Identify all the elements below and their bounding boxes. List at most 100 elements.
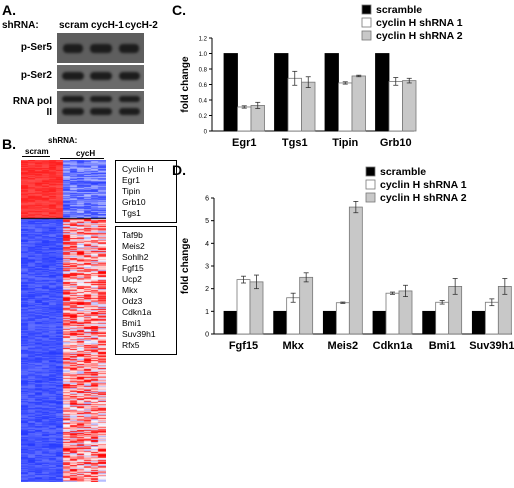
bar bbox=[398, 290, 413, 335]
y-tick-label: 0.8 bbox=[199, 68, 208, 74]
blot-band bbox=[90, 44, 112, 53]
legend-label: cyclin H shRNA 2 bbox=[380, 192, 467, 204]
y-axis-title: fold change bbox=[180, 56, 191, 113]
panel-b-shrna-label: shRNA: bbox=[48, 136, 78, 145]
x-tick-label: Cdkn1a bbox=[373, 340, 414, 352]
blot-band bbox=[63, 44, 83, 53]
blot-pser5 bbox=[57, 33, 144, 63]
y-tick-label: 0.4 bbox=[199, 99, 208, 105]
bar bbox=[274, 53, 289, 132]
blot-band bbox=[62, 108, 84, 115]
x-tick-label: Tipin bbox=[332, 137, 358, 149]
heatmap-bracket-scram bbox=[22, 156, 50, 157]
blot-band bbox=[90, 96, 112, 102]
y-tick-label: 1 bbox=[205, 309, 209, 316]
gene-name: Odz3 bbox=[122, 296, 143, 306]
blot-band bbox=[119, 72, 140, 80]
blot-band bbox=[119, 96, 140, 102]
y-tick-label: 2 bbox=[205, 286, 209, 293]
legend-swatch bbox=[365, 166, 376, 177]
blot-label-pser2: p-Ser2 bbox=[20, 70, 52, 81]
gene-name: Meis2 bbox=[122, 241, 145, 251]
blot-rnapol bbox=[57, 91, 144, 124]
y-tick-label: 0.6 bbox=[199, 83, 208, 89]
blot-band bbox=[62, 96, 84, 102]
bar bbox=[335, 302, 350, 335]
legend-swatch bbox=[361, 17, 372, 28]
y-tick-label: 0 bbox=[205, 332, 209, 339]
legend-label: cyclin H shRNA 1 bbox=[376, 17, 463, 29]
legend-label: scramble bbox=[380, 166, 426, 178]
legend-swatch bbox=[361, 30, 372, 41]
bar-chart-d: 0 1 2 3 4 5 6 fold change Fgf15 Mkx Meis2 Cdkn1a Bmi… bbox=[180, 166, 514, 352]
expression-heatmap bbox=[21, 160, 106, 482]
bar bbox=[324, 53, 339, 132]
y-axis-title: fold change bbox=[180, 238, 191, 295]
bar bbox=[223, 53, 238, 132]
legend-label: cyclin H shRNA 2 bbox=[376, 30, 463, 42]
blot-band bbox=[90, 108, 112, 115]
bar bbox=[236, 279, 251, 335]
bar bbox=[338, 82, 353, 132]
gene-name: Grb10 bbox=[122, 197, 146, 207]
gene-name: Ucp2 bbox=[122, 274, 142, 284]
legend-swatch bbox=[365, 179, 376, 190]
lane-label-cych1: cycH-1 bbox=[91, 20, 124, 31]
x-tick-label: Mkx bbox=[282, 340, 304, 352]
bar bbox=[287, 77, 302, 132]
bar bbox=[348, 206, 363, 335]
panel-c-label: C. bbox=[172, 2, 186, 18]
gene-name: Mkx bbox=[122, 285, 138, 295]
x-tick-label: Bmi1 bbox=[429, 340, 456, 352]
panel-b-label: B. bbox=[2, 136, 16, 152]
gene-name: Tgs1 bbox=[122, 208, 141, 218]
blot-band bbox=[119, 44, 139, 53]
y-tick-label: 3 bbox=[205, 264, 209, 271]
gene-name: Egr1 bbox=[122, 175, 140, 185]
x-tick-label: Grb10 bbox=[380, 137, 412, 149]
bar bbox=[375, 53, 390, 132]
bar bbox=[299, 276, 314, 335]
gene-name: Rfx5 bbox=[122, 340, 140, 350]
bar bbox=[223, 310, 238, 335]
panel-a-shrna-label: shRNA: bbox=[2, 20, 39, 31]
y-tick-label: 6 bbox=[205, 196, 209, 203]
gene-list-up: Taf9b Meis2 Sohlh2 Fgf15 Ucp2 Mkx Odz3 C… bbox=[115, 226, 177, 355]
heatmap-group-cych: cycH bbox=[76, 149, 96, 158]
bar bbox=[471, 310, 486, 335]
lane-label-cych2: cycH-2 bbox=[125, 20, 158, 31]
x-tick-label: Fgf15 bbox=[229, 340, 258, 352]
gene-list-down: Cyclin H Egr1 Tipin Grb10 Tgs1 bbox=[115, 160, 177, 223]
x-tick-label: Egr1 bbox=[232, 137, 256, 149]
bar bbox=[385, 292, 400, 335]
heatmap-bracket-cych bbox=[60, 158, 104, 159]
y-tick-label: 1.2 bbox=[199, 37, 208, 43]
gene-name: Sohlh2 bbox=[122, 252, 149, 262]
bar bbox=[249, 281, 264, 335]
bar-chart-c: 0 0.2 0.4 0.6 0.8 1.0 1.2 fold change Egr1 Tgs1 Ti… bbox=[180, 4, 463, 149]
bar bbox=[273, 310, 288, 335]
bar bbox=[422, 310, 437, 335]
y-tick-label: 0 bbox=[204, 130, 208, 136]
heatmap-group-scram: scram bbox=[25, 147, 49, 156]
bar bbox=[351, 75, 366, 132]
bar bbox=[372, 310, 387, 335]
y-tick-label: 4 bbox=[205, 241, 209, 248]
x-tick-label: Tgs1 bbox=[282, 137, 308, 149]
blot-label-pser5: p-Ser5 bbox=[20, 42, 52, 53]
gene-name: Taf9b bbox=[122, 230, 143, 240]
legend-label: cyclin H shRNA 1 bbox=[380, 179, 467, 191]
legend-swatch bbox=[365, 192, 376, 203]
legend-label: scramble bbox=[376, 4, 422, 16]
gene-name: Cyclin H bbox=[122, 164, 154, 174]
bar bbox=[237, 106, 252, 132]
gene-name: Fgf15 bbox=[122, 263, 144, 273]
bar bbox=[402, 80, 417, 132]
bar bbox=[435, 301, 450, 335]
gene-name: Suv39h1 bbox=[122, 329, 156, 339]
y-tick-label: 5 bbox=[205, 218, 209, 225]
panel-d-label: D. bbox=[172, 162, 186, 178]
legend-swatch bbox=[361, 4, 372, 15]
y-tick-label: 0.2 bbox=[199, 114, 208, 120]
x-tick-label: Suv39h1 bbox=[469, 340, 514, 352]
